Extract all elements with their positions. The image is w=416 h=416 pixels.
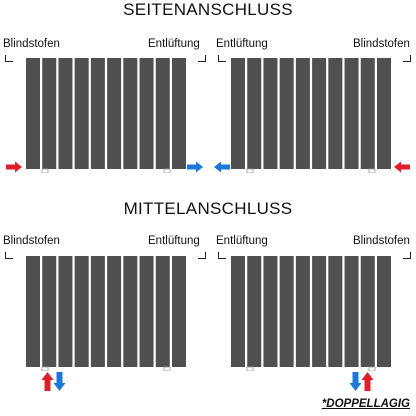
radiator-panel [155,58,170,169]
radiator-middle-left [26,256,186,371]
blue-arrow-icon [214,161,230,173]
radiator-panel [360,256,375,367]
radiator-panel [279,58,294,169]
plug-marker [403,55,411,62]
radiator-panel [279,256,294,367]
connector-stub [246,168,254,173]
radiator-panel [376,58,391,169]
label-blindstofen: Blindstofen [3,235,60,247]
red-arrow-icon [41,372,54,391]
radiator-panel [344,256,359,367]
red-arrow-icon [394,161,410,173]
radiator-panel [328,256,343,367]
radiator-panel [263,256,278,367]
radiator-panel [344,58,359,169]
vent-marker [218,55,226,62]
radiator-panel [107,256,122,367]
radiator-panel [312,256,327,367]
label-blindstofen: Blindstofen [3,38,60,50]
section-title-side: SEITENANSCHLUSS [123,0,293,19]
vent-marker [198,252,206,259]
radiator-graphic [26,256,186,371]
plug-marker [5,252,13,259]
radiator-panel [247,256,262,367]
radiator-panel [90,256,105,367]
footnote: *DOPPELLAGIG [321,398,410,410]
connector-stub [41,168,49,173]
radiator-panel [90,58,105,169]
radiator-panel [155,256,170,367]
label-entlueftung: Entlüftung [148,235,200,247]
connector-stub [368,366,376,371]
vent-marker [218,252,226,259]
radiator-panel [360,58,375,169]
radiator-panel [171,58,186,169]
connector-stub [41,366,49,371]
connector-stub [246,366,254,371]
blue-arrow-icon [349,372,362,391]
radiator-panel [139,256,154,367]
radiator-graphic [231,58,391,173]
radiator-panel [295,256,310,367]
radiator-panel [139,58,154,169]
radiator-panel [376,256,391,367]
connector-stub [163,366,171,371]
radiator-panel [42,256,57,367]
radiator-panel [295,58,310,169]
label-blindstofen: Blindstofen [353,38,410,50]
radiator-side-left [26,58,186,173]
vent-marker [198,55,206,62]
radiator-panel [58,58,73,169]
radiator-panel [74,256,89,367]
radiator-panel [107,58,122,169]
section-title-middle: MITTELANSCHLUSS [123,199,293,218]
radiator-panel [42,58,57,169]
radiator-graphic [26,58,186,173]
radiator-panel [231,58,246,169]
radiator-panel [231,256,246,367]
label-entlueftung: Entlüftung [216,235,268,247]
label-entlueftung: Entlüftung [216,38,268,50]
radiator-panel [247,58,262,169]
radiator-panel [263,58,278,169]
blue-arrow-icon [53,372,66,391]
blue-arrow-icon [187,161,203,173]
red-arrow-icon [361,372,374,391]
label-blindstofen: Blindstofen [353,235,410,247]
plug-marker [403,252,411,259]
radiator-panel [26,58,41,169]
radiator-middle-right [231,256,391,371]
red-arrow-icon [6,161,22,173]
radiator-panel [123,58,138,169]
radiator-graphic [231,256,391,371]
radiator-panel [123,256,138,367]
radiator-panel [312,58,327,169]
radiator-panel [58,256,73,367]
connector-stub [368,168,376,173]
connector-stub [163,168,171,173]
radiator-panel [328,58,343,169]
radiator-panel [26,256,41,367]
radiator-panel [171,256,186,367]
label-entlueftung: Entlüftung [148,38,200,50]
radiator-side-right [231,58,391,173]
radiator-panel [74,58,89,169]
plug-marker [5,55,13,62]
